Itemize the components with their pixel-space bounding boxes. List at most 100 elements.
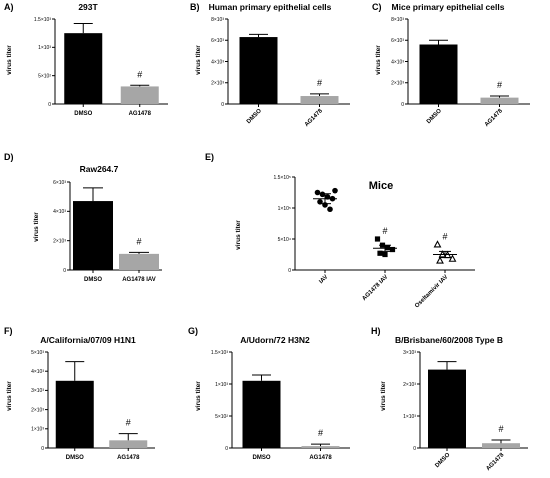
significance-mark: # [442, 232, 447, 242]
x-category-label: AG1478 [309, 455, 332, 461]
y-tick-label: 2×10³ [403, 382, 416, 388]
data-point [389, 246, 396, 253]
panel-title: Mice [369, 180, 393, 192]
panel-b: B) Human primary epithelial cells virus ti… [190, 2, 350, 128]
y-tick-label: 6×10³ [53, 180, 66, 186]
y-tick-label: 0 [288, 268, 291, 274]
data-point [327, 206, 333, 213]
significance-mark: # [498, 424, 503, 434]
y-tick-label: 6×10³ [211, 38, 224, 44]
y-tick-label: 6×10³ [391, 38, 404, 44]
x-category-label: DMSO [253, 455, 271, 461]
bar [119, 253, 159, 270]
y-axis-label: virus titer [380, 381, 387, 411]
y-tick-label: 0 [413, 446, 416, 452]
bar [428, 369, 466, 448]
y-tick-label: 1.5×10³ [211, 350, 228, 356]
panel-title: Raw264.7 [80, 164, 119, 174]
y-tick-label: 2×10³ [391, 81, 404, 87]
data-point [382, 251, 388, 258]
bar [480, 97, 519, 104]
data-point [448, 254, 457, 262]
y-tick-label: 1×10³ [31, 427, 44, 433]
y-tick-label: 1×10³ [403, 414, 416, 420]
y-tick-label: 0 [41, 446, 44, 452]
bar [419, 44, 458, 104]
significance-mark: # [317, 78, 322, 88]
data-point [436, 256, 444, 264]
y-tick-label: 4×10³ [391, 59, 404, 65]
y-axis-label: virus titer [195, 45, 202, 75]
bar [239, 37, 278, 104]
x-category-label: AG1478 [117, 455, 140, 461]
y-tick-label: 1×10³ [215, 382, 228, 388]
y-tick-label: 2×10³ [211, 81, 224, 87]
bar [120, 86, 159, 104]
panel-letter: A) [4, 2, 14, 12]
y-tick-label: 2×10³ [53, 238, 66, 244]
significance-mark: # [318, 428, 323, 438]
y-tick-label: 4×10³ [31, 369, 44, 375]
x-category-label: DMSO [66, 455, 84, 461]
y-tick-label: 1×10⁵ [278, 206, 291, 212]
bar [242, 380, 281, 448]
x-category-label: AG1478 IAV [361, 274, 389, 302]
panel-e: E) Mice virus titer 0 5×10⁴ 1×10⁵ 1.5×10⁵ IAV AG… [205, 152, 475, 309]
panel-letter: C) [372, 2, 382, 12]
y-tick-label: 2×10³ [31, 407, 44, 413]
data-point [332, 187, 338, 194]
panel-title: Mice primary epithelial cells [392, 2, 505, 12]
panel-f: F) A/California/07/09 H1N1 virus titer 0 1×1… [4, 326, 155, 461]
y-tick-label: 8×10³ [391, 17, 404, 23]
y-tick-label: 0 [401, 102, 404, 108]
panel-d: D) Raw264.7 virus titer 0 2×10³ 4×10³ 6×10³ DMS… [4, 152, 162, 283]
significance-mark: # [382, 226, 387, 236]
x-category-label: AG1478 [485, 452, 506, 473]
y-tick-label: 0 [225, 446, 228, 452]
data-point [314, 189, 321, 196]
x-category-label: IAV [318, 274, 329, 285]
panel-a: A) 293T virus titer 0 5×10² 1×10³ 1.5×10³ DMSO A… [4, 2, 168, 117]
y-axis-label: virus titer [235, 220, 242, 250]
panel-letter: E) [205, 152, 214, 162]
panel-title: Human primary epithelial cells [209, 2, 332, 12]
bar [300, 96, 339, 104]
x-category-label: DMSO [74, 111, 92, 117]
panel-letter: B) [190, 2, 200, 12]
significance-mark: # [137, 69, 142, 79]
bar [301, 446, 340, 448]
y-tick-label: 3×10³ [403, 350, 416, 356]
x-category-label: DMSO [426, 108, 443, 125]
y-axis-label: virus titer [195, 381, 202, 411]
panel-letter: D) [4, 152, 14, 162]
data-point [377, 250, 383, 256]
y-axis-label: virus titer [375, 45, 382, 75]
panel-letter: H) [371, 326, 381, 336]
panel-letter: F) [4, 326, 13, 336]
y-tick-label: 0 [48, 102, 51, 108]
x-category-label: DMSO [84, 277, 102, 283]
y-tick-label: 0 [221, 102, 224, 108]
y-tick-label: 0 [63, 268, 66, 274]
x-category-label: AG1478 IAV [122, 277, 156, 283]
y-axis-label: virus titer [6, 45, 13, 75]
y-axis-label: virus titer [6, 381, 13, 411]
y-tick-label: 5×10⁴ [278, 237, 291, 243]
panel-title: A/California/07/09 H1N1 [40, 335, 136, 345]
x-category-label: DMSO [246, 108, 263, 125]
y-tick-label: 1×10³ [38, 45, 51, 51]
data-point [319, 191, 326, 198]
panel-title: A/Udorn/72 H3N2 [240, 335, 310, 345]
data-point [384, 245, 391, 251]
significance-mark: # [497, 80, 502, 90]
x-category-label: DMSO [434, 452, 451, 469]
bar [482, 443, 520, 448]
panel-h: H) B/Brisbane/60/2008 Type B virus titer 0 1… [371, 326, 528, 472]
panel-c: C) Mice primary epithelial cells virus tit… [372, 2, 530, 128]
panel-letter: G) [188, 326, 198, 336]
y-tick-label: 5×10² [38, 73, 51, 79]
significance-mark: # [136, 236, 141, 246]
x-category-label: AG1478 [484, 108, 505, 129]
y-tick-label: 3×10³ [31, 388, 44, 394]
